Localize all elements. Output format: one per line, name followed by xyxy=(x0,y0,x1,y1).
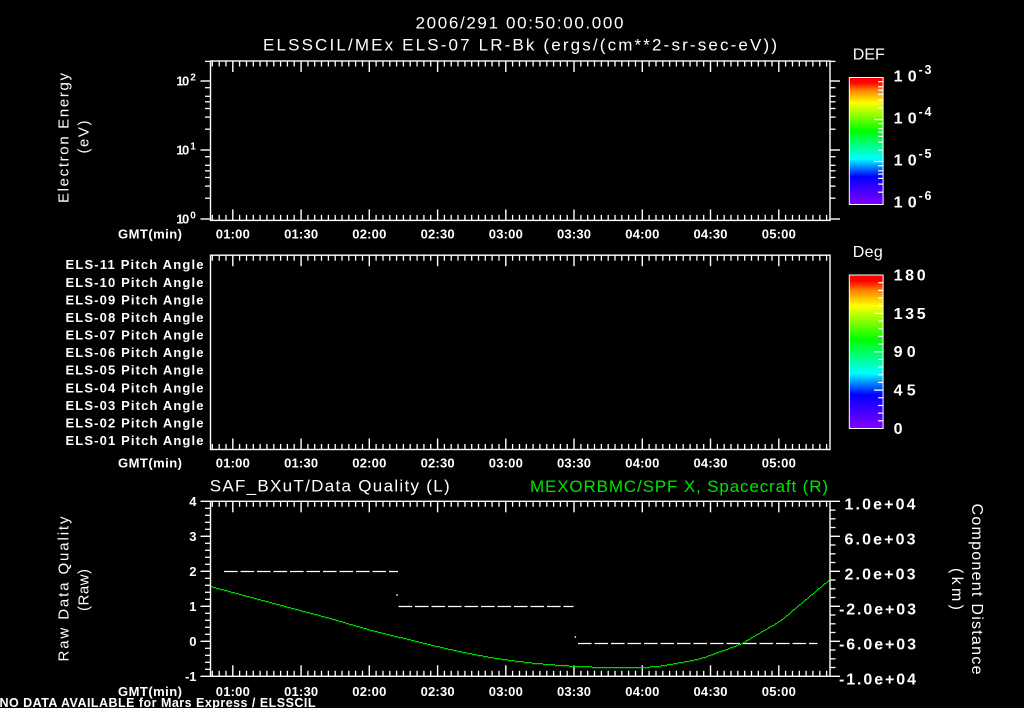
svg-text:Component Distance: Component Distance xyxy=(968,504,985,675)
svg-text:ELS-09 Pitch Angle: ELS-09 Pitch Angle xyxy=(66,292,204,307)
svg-text:ELS-02 Pitch Angle: ELS-02 Pitch Angle xyxy=(66,415,204,430)
svg-text:ELS-03 Pitch Angle: ELS-03 Pitch Angle xyxy=(66,398,204,413)
svg-text:-1: -1 xyxy=(185,669,197,684)
svg-text:02:30: 02:30 xyxy=(421,684,455,699)
svg-text:04:30: 04:30 xyxy=(694,227,728,242)
svg-text:180: 180 xyxy=(894,268,926,285)
svg-text:-6: -6 xyxy=(919,189,932,203)
svg-text:02:00: 02:00 xyxy=(352,684,386,699)
svg-text:01:00: 01:00 xyxy=(216,456,250,471)
svg-text:03:00: 03:00 xyxy=(489,456,523,471)
svg-text:02:30: 02:30 xyxy=(421,456,455,471)
svg-text:-4: -4 xyxy=(919,105,932,119)
svg-text:02:00: 02:00 xyxy=(352,227,386,242)
svg-text:01:30: 01:30 xyxy=(284,227,318,242)
svg-text:GMT(min): GMT(min) xyxy=(118,456,182,471)
svg-text:0: 0 xyxy=(190,210,196,221)
svg-text:-6.0e+03: -6.0e+03 xyxy=(839,637,916,654)
svg-text:01:30: 01:30 xyxy=(284,684,318,699)
svg-text:DEF: DEF xyxy=(853,47,885,64)
svg-text:0: 0 xyxy=(894,421,903,438)
svg-text:10: 10 xyxy=(176,74,189,89)
svg-text:04:00: 04:00 xyxy=(625,227,659,242)
svg-text:ELS-07 Pitch Angle: ELS-07 Pitch Angle xyxy=(66,328,204,343)
svg-text:ELS-08 Pitch Angle: ELS-08 Pitch Angle xyxy=(66,310,204,325)
svg-text:ELS-05 Pitch Angle: ELS-05 Pitch Angle xyxy=(66,363,204,378)
svg-text:01:30: 01:30 xyxy=(284,456,318,471)
svg-text:10: 10 xyxy=(176,212,189,227)
svg-text:05:00: 05:00 xyxy=(762,227,796,242)
svg-text:4: 4 xyxy=(189,494,197,509)
svg-text:ELSSCIL/MEx ELS-07 LR-Bk (erg: ELSSCIL/MEx ELS-07 LR-Bk (ergs/(cm**2-sr… xyxy=(263,36,777,55)
svg-text:2006/291 00:50:00.000: 2006/291 00:50:00.000 xyxy=(416,14,624,33)
svg-text:3: 3 xyxy=(189,529,196,544)
svg-text:SAF_BXuT/Data Quality (L): SAF_BXuT/Data Quality (L) xyxy=(210,477,450,496)
svg-text:Electron Energy: Electron Energy xyxy=(56,73,73,204)
svg-text:04:30: 04:30 xyxy=(694,456,728,471)
svg-text:01:00: 01:00 xyxy=(216,684,250,699)
svg-text:1: 1 xyxy=(189,599,196,614)
svg-text:ELS-01 Pitch Angle: ELS-01 Pitch Angle xyxy=(66,433,204,448)
svg-text:04:00: 04:00 xyxy=(625,684,659,699)
svg-text:-3: -3 xyxy=(919,63,932,77)
svg-text:ELS-06 Pitch Angle: ELS-06 Pitch Angle xyxy=(66,345,204,360)
svg-text:03:30: 03:30 xyxy=(557,684,591,699)
svg-text:04:00: 04:00 xyxy=(625,456,659,471)
svg-text:2: 2 xyxy=(190,72,196,83)
svg-text:MEXORBMC/SPF X, Spacecraft (R): MEXORBMC/SPF X, Spacecraft (R) xyxy=(530,477,828,496)
svg-text:1: 1 xyxy=(190,141,196,152)
svg-text:(km): (km) xyxy=(948,568,965,610)
svg-text:03:30: 03:30 xyxy=(557,456,591,471)
svg-text:03:00: 03:00 xyxy=(489,227,523,242)
svg-text:10: 10 xyxy=(176,143,189,158)
svg-text:(eV): (eV) xyxy=(76,121,93,154)
svg-text:GMT(min): GMT(min) xyxy=(118,684,182,699)
svg-text:03:00: 03:00 xyxy=(489,684,523,699)
svg-text:2.0e+03: 2.0e+03 xyxy=(845,567,916,584)
svg-text:1.0e+04: 1.0e+04 xyxy=(845,497,916,514)
svg-text:NO DATA AVAILABLE for Mars Ex: NO DATA AVAILABLE for Mars Express / ELS… xyxy=(0,696,316,708)
svg-text:05:00: 05:00 xyxy=(762,456,796,471)
svg-text:03:30: 03:30 xyxy=(557,227,591,242)
svg-text:6.0e+03: 6.0e+03 xyxy=(845,532,916,549)
svg-text:GMT(min): GMT(min) xyxy=(118,227,182,242)
svg-text:Deg: Deg xyxy=(853,244,883,261)
svg-text:01:00: 01:00 xyxy=(216,227,250,242)
svg-text:2: 2 xyxy=(189,564,196,579)
svg-text:-5: -5 xyxy=(919,147,932,161)
svg-text:0: 0 xyxy=(189,634,196,649)
svg-text:04:30: 04:30 xyxy=(694,684,728,699)
svg-text:02:30: 02:30 xyxy=(421,227,455,242)
svg-text:ELS-11 Pitch Angle: ELS-11 Pitch Angle xyxy=(66,257,204,272)
svg-text:02:00: 02:00 xyxy=(352,456,386,471)
svg-text:05:00: 05:00 xyxy=(762,684,796,699)
svg-text:(Raw): (Raw) xyxy=(76,569,93,611)
svg-text:135: 135 xyxy=(894,306,926,323)
svg-text:ELS-10 Pitch Angle: ELS-10 Pitch Angle xyxy=(66,275,204,290)
svg-text:ELS-04 Pitch Angle: ELS-04 Pitch Angle xyxy=(66,380,204,395)
svg-text:-1.0e+04: -1.0e+04 xyxy=(839,672,916,689)
svg-text:-2.0e+03: -2.0e+03 xyxy=(839,602,916,619)
